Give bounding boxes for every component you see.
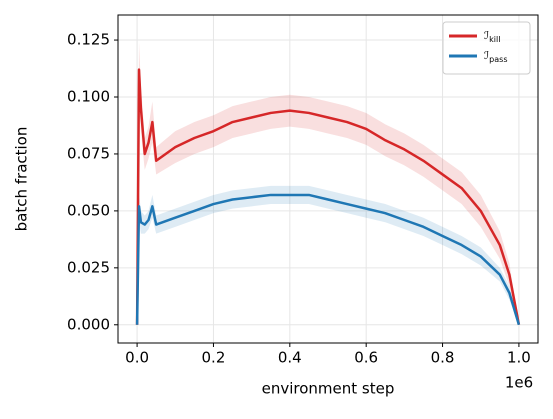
y-tick-label: 0.125 <box>67 31 110 49</box>
x-tick-label: 0.2 <box>202 349 226 367</box>
y-tick-label: 0.025 <box>67 258 110 276</box>
y-axis-label: batch fraction <box>13 127 31 232</box>
legend-label: ℐkill <box>484 29 500 44</box>
x-tick-label: 0.6 <box>354 349 378 367</box>
y-tick-label: 0.000 <box>67 315 110 333</box>
x-tick-label: 0.8 <box>431 349 455 367</box>
x-tick-label: 0.0 <box>125 349 149 367</box>
y-tick-label: 0.100 <box>67 88 110 106</box>
x-axis-label: environment step <box>262 380 395 398</box>
band <box>137 42 519 325</box>
y-tick-label: 0.050 <box>67 201 110 219</box>
lines <box>135 68 521 326</box>
axes-frame <box>117 14 539 344</box>
x-tick-label: 1.0 <box>507 349 531 367</box>
y-tick-label: 0.075 <box>67 144 110 162</box>
band <box>137 185 519 325</box>
line <box>135 68 521 326</box>
x-offset-text: 1e6 <box>505 374 533 392</box>
legend-label: ℐpass <box>484 49 508 64</box>
bands <box>137 42 519 325</box>
x-tick-label: 0.4 <box>278 349 302 367</box>
line <box>135 193 521 326</box>
legend: ℐkill ℐpass <box>442 21 531 75</box>
